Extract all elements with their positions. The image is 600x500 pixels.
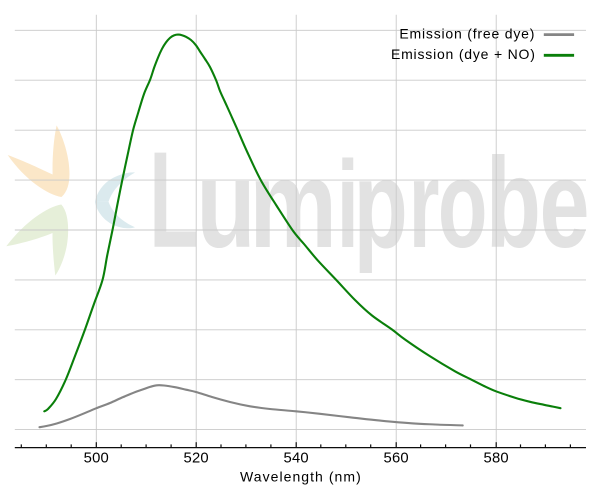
svg-text:e: e <box>540 135 590 274</box>
svg-text:540: 540 <box>284 451 309 467</box>
svg-text:o: o <box>438 136 488 275</box>
svg-text:b: b <box>486 132 541 274</box>
svg-text:L: L <box>149 123 199 276</box>
svg-text:u: u <box>196 134 256 273</box>
svg-text:500: 500 <box>84 451 109 467</box>
svg-text:580: 580 <box>484 451 509 467</box>
svg-text:Wavelength (nm): Wavelength (nm) <box>240 469 362 485</box>
svg-text:Emission (free dye): Emission (free dye) <box>399 26 535 42</box>
svg-text:520: 520 <box>184 451 209 467</box>
svg-text:p: p <box>354 134 408 273</box>
svg-text:m: m <box>249 134 337 274</box>
svg-text:560: 560 <box>384 451 409 467</box>
svg-text:Emission (dye + NO): Emission (dye + NO) <box>391 46 536 62</box>
svg-text:i: i <box>337 135 359 273</box>
svg-text:r: r <box>409 136 440 275</box>
